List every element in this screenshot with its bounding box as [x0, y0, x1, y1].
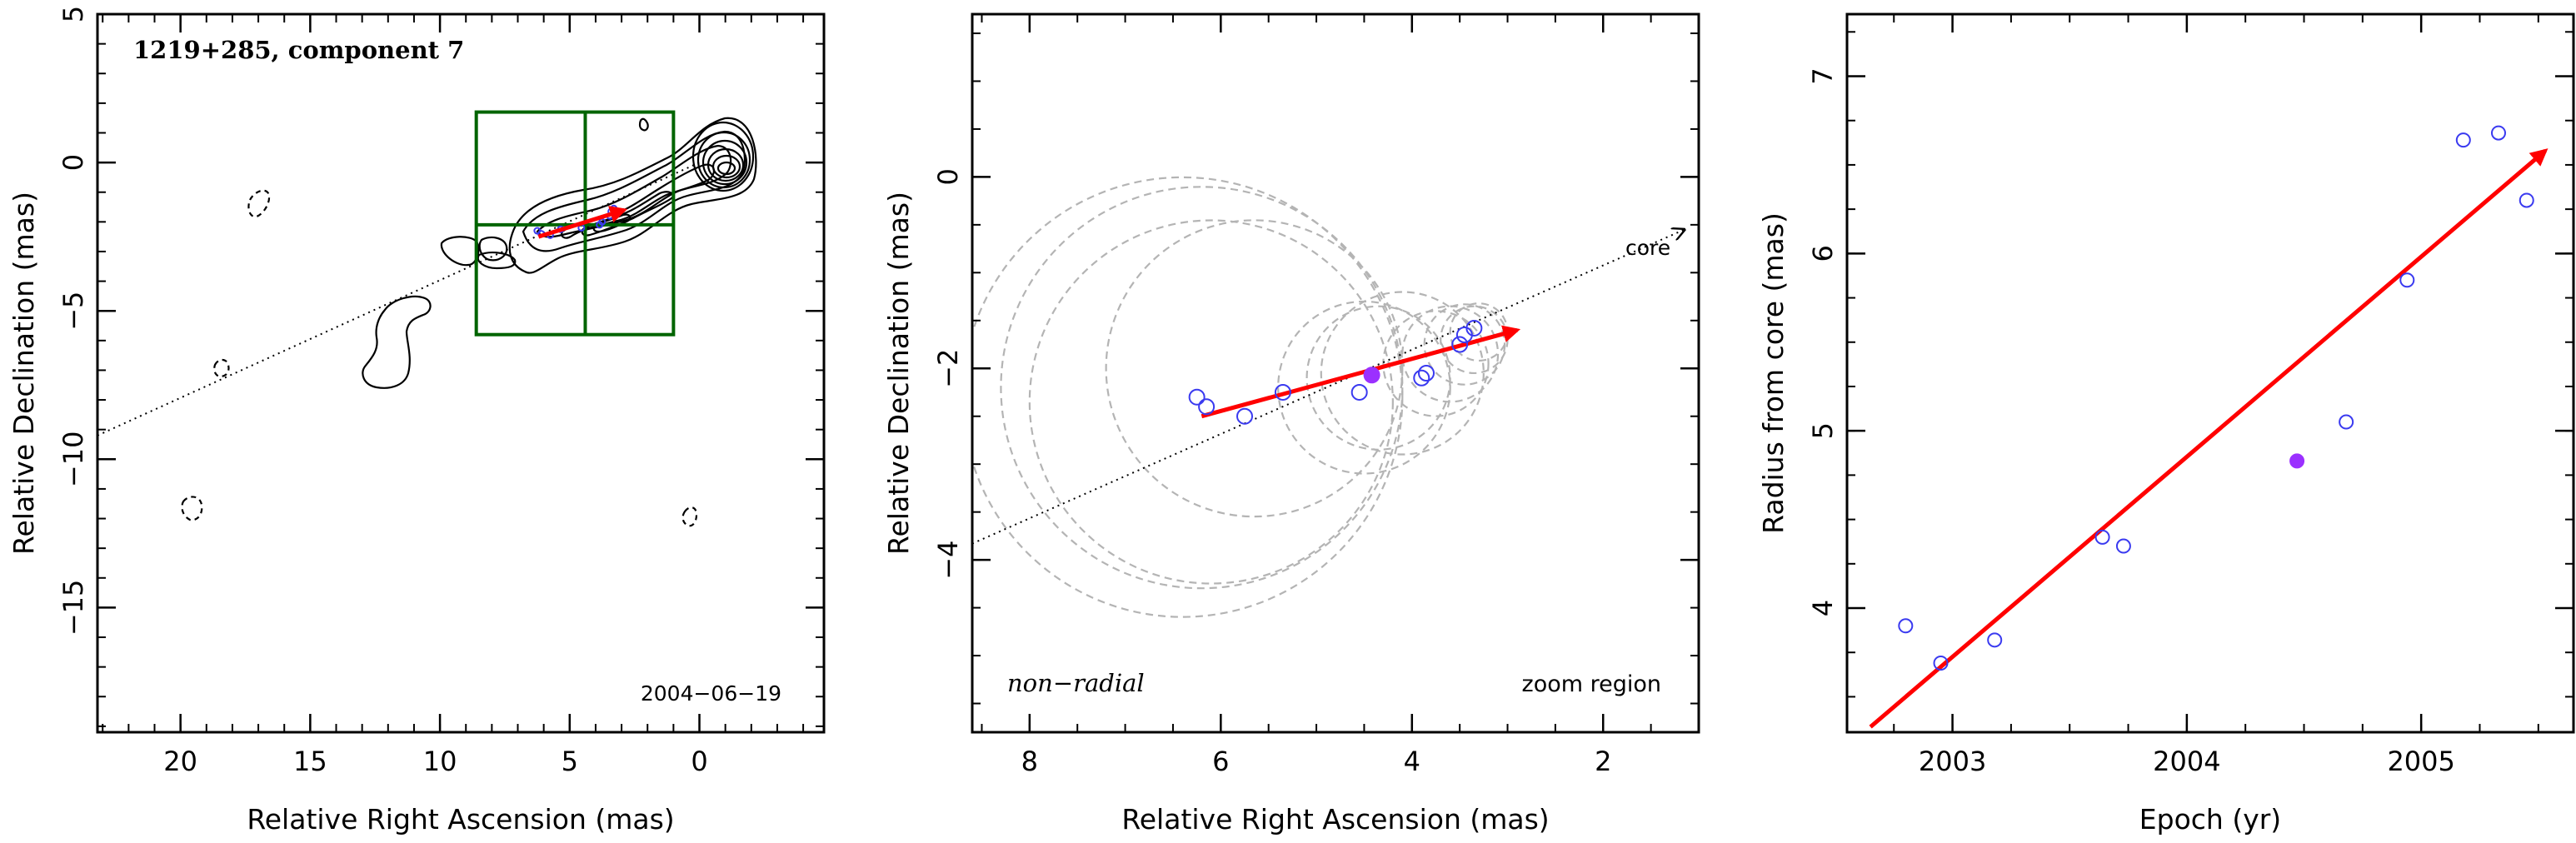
p2-data-point: [1413, 369, 1430, 387]
p1-x-tick-label: 5: [562, 746, 578, 777]
p2-data-point: [1274, 383, 1291, 401]
zoom-region-ticks: 8 6 4 2 0 −2 −4: [932, 14, 1700, 777]
component-size-circle: [1028, 219, 1394, 585]
p3-data-point: [2399, 272, 2415, 288]
p1-x-tick-label: 20: [163, 746, 197, 777]
p1-y-tick-label: 0: [57, 154, 89, 171]
component-size-circle: [1401, 305, 1500, 403]
linear-fit-arrow: [1869, 148, 2549, 729]
p1-y-tick-label: 5: [57, 6, 89, 22]
p2-data-point: [1418, 365, 1435, 382]
p2-x-tick-label: 8: [1021, 746, 1038, 777]
non-radial-label: non−radial: [1007, 669, 1145, 697]
p3-data-point: [1987, 632, 2003, 648]
zoom-region-plot-area: [972, 176, 1685, 618]
p3-data-point: [2490, 125, 2506, 141]
contour-map-frame: [96, 12, 826, 734]
contour-map-y-axis-label: Relative Declination (mas): [7, 192, 40, 555]
radius-epoch-panel: 2003 2004 2005 4 5 6 7 Epoch (yr) Radius from …: [1757, 12, 2575, 836]
contour-map-title: 1219+285, component 7: [133, 36, 464, 64]
p2-y-tick-label: 0: [932, 168, 964, 185]
contour-knot-2: [478, 236, 508, 262]
p3-data-point: [1898, 618, 1914, 634]
p3-data-point: [1933, 655, 1949, 671]
component-size-circle: [1105, 219, 1404, 518]
radius-epoch-frame: [1845, 12, 2575, 734]
contour-knot-5: [638, 117, 649, 132]
component-size-circles: [972, 176, 1509, 618]
component-size-circle: [972, 176, 1404, 618]
zoom-region-label: zoom region: [1522, 671, 1661, 697]
jet-axis-line: [972, 230, 1685, 545]
motion-vector-arrow: [1201, 325, 1521, 419]
p3-data-point: [2339, 414, 2354, 430]
component-positions: [1188, 319, 1483, 425]
p3-y-tick-label: 4: [1807, 600, 1839, 616]
zoom-region-frame: [971, 12, 1700, 734]
p3-highlight-point: [2289, 453, 2305, 469]
contour-negative-2: [213, 358, 230, 378]
p3-data-point: [2094, 529, 2110, 545]
p3-y-tick-label: 5: [1807, 422, 1839, 439]
component-size-circle: [1382, 310, 1490, 417]
contour-map-panel: 20 15 10 5 0 5 0 −5 −10 −15 1219+285, component 7…: [7, 6, 826, 836]
motion-vector-arrow: [537, 206, 628, 239]
zoom-region-y-axis-label: Relative Declination (mas): [882, 192, 915, 555]
contour-negative-1: [247, 189, 271, 218]
p2-data-point: [1350, 383, 1368, 401]
p3-data-point: [2519, 192, 2534, 208]
radio-contours: [181, 117, 757, 527]
radius-points: [1898, 125, 2534, 671]
radius-epoch-y-axis-label: Radius from core (mas): [1757, 212, 1790, 534]
p2-data-point: [1198, 398, 1216, 416]
contour-negative-4: [681, 506, 698, 527]
p1-y-tick-label: −15: [57, 580, 89, 636]
p2-x-tick-label: 6: [1212, 746, 1229, 777]
contour-core-4: [701, 139, 748, 186]
p2-x-tick-label: 2: [1595, 746, 1611, 777]
core-direction-label: core: [1625, 236, 1670, 260]
p3-y-tick-label: 7: [1807, 67, 1839, 84]
observation-date: 2004−06−19: [641, 681, 781, 706]
p3-y-tick-label: 6: [1807, 245, 1839, 262]
p3-data-point: [2115, 538, 2131, 554]
p2-highlight-point: [1363, 367, 1380, 384]
contour-negative-3: [181, 496, 203, 521]
p1-x-tick-label: 0: [691, 746, 707, 777]
p2-y-tick-label: −2: [932, 349, 964, 388]
p3-x-tick-label: 2005: [2387, 746, 2454, 777]
contour-jet-2: [522, 130, 746, 252]
contour-map-ticks: 20 15 10 5 0 5 0 −5 −10 −15: [57, 6, 824, 777]
p3-data-point: [2455, 132, 2471, 148]
p2-x-tick-label: 4: [1404, 746, 1420, 777]
zoom-region-x-axis-label: Relative Right Ascension (mas): [1121, 803, 1549, 836]
radius-epoch-x-axis-label: Epoch (yr): [2139, 803, 2281, 836]
radius-epoch-plot-area: [1869, 125, 2549, 729]
component-size-circle: [1000, 186, 1404, 590]
zoom-region-panel: 8 6 4 2 0 −2 −4 core non−radial zoom region Re…: [882, 12, 1700, 836]
p3-x-tick-label: 2004: [2153, 746, 2220, 777]
p3-x-tick-label: 2003: [1919, 746, 1986, 777]
p1-y-tick-label: −10: [57, 431, 89, 488]
contour-knot-4: [362, 295, 432, 389]
p1-x-tick-label: 10: [423, 746, 457, 777]
component-size-circle: [1320, 291, 1485, 456]
contour-map-plot-area: [97, 110, 757, 527]
p2-data-point: [1465, 319, 1483, 337]
p2-y-tick-label: −4: [932, 541, 964, 580]
component-size-circle: [1305, 305, 1451, 451]
p2-data-point: [1236, 407, 1253, 425]
p1-y-tick-label: −5: [57, 292, 89, 331]
contour-knot-3: [477, 252, 517, 270]
p2-data-point: [1451, 336, 1469, 353]
p1-x-tick-label: 15: [293, 746, 327, 777]
contour-knot-1: [440, 236, 480, 267]
p2-data-point: [1188, 388, 1206, 406]
radius-epoch-ticks: 2003 2004 2005 4 5 6 7: [1807, 14, 2574, 777]
contour-jet-outer: [508, 117, 757, 274]
contour-map-x-axis-label: Relative Right Ascension (mas): [247, 803, 674, 836]
